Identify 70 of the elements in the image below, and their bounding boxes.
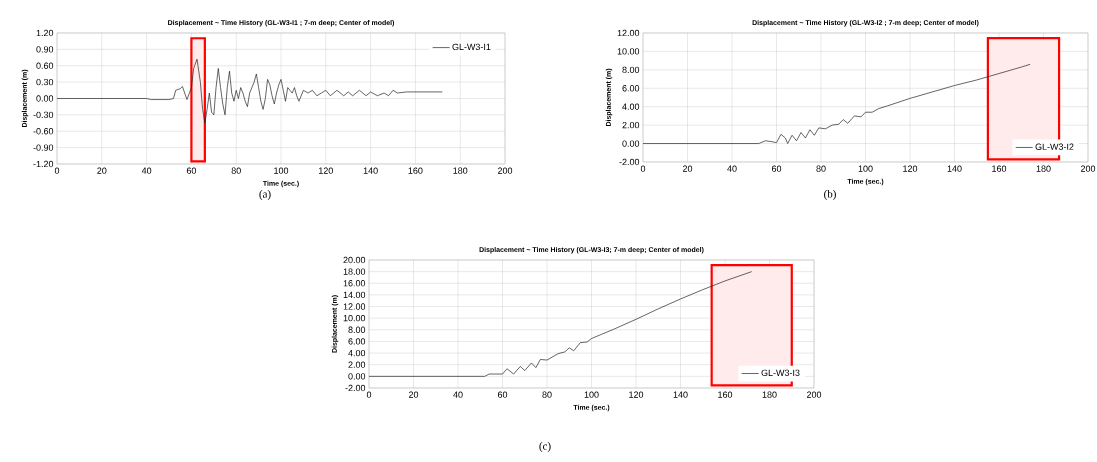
x-tick-label: 80 (542, 391, 552, 398)
y-tick-label: 6.00 (622, 85, 640, 92)
y-tick-label: 8.00 (622, 66, 640, 74)
legend-label: GL-W3-I2 (1035, 143, 1074, 150)
x-tick-label: 120 (629, 391, 644, 398)
y-tick-label: -0.30 (33, 111, 54, 119)
x-tick-label: 0 (54, 167, 60, 174)
y-tick-label: 6.00 (348, 338, 366, 345)
x-tick-label: 20 (682, 165, 693, 172)
x-tick-label: 140 (673, 391, 688, 398)
y-tick-label: 4.00 (348, 349, 366, 357)
line-series (56, 58, 443, 124)
y-tick-label: 1.20 (36, 29, 54, 37)
text: (b) (824, 190, 836, 200)
x-tick-label: 80 (816, 165, 826, 172)
x-tick-label: 20 (97, 167, 107, 174)
y-tick-label: 14.00 (343, 291, 366, 299)
y-tick-label: 8.00 (348, 326, 366, 333)
y-tick-label: 2.00 (622, 121, 640, 129)
y-tick-label: 4.00 (622, 103, 640, 110)
y-tick-label: 16.00 (343, 280, 366, 287)
x-tick-label: 100 (584, 391, 599, 398)
y-tick-label: 0.30 (36, 78, 54, 86)
y-tick-label: 20.00 (343, 256, 366, 264)
x-tick-label: 0 (640, 165, 646, 172)
y-tick-label: -2.00 (619, 158, 640, 166)
x-tick-label: 200 (497, 167, 513, 174)
x-tick-label: 180 (1036, 165, 1051, 172)
y-tick-label: 0.60 (36, 62, 54, 69)
text: (c) (539, 442, 551, 452)
x-tick-label: 60 (497, 391, 508, 398)
x-tick-label: 20 (408, 391, 419, 398)
y-tick-label: 12.00 (343, 303, 366, 310)
x-tick-label: 180 (762, 391, 777, 398)
y-tick-label: 0.00 (622, 140, 640, 147)
x-tick-label: 100 (858, 165, 873, 172)
x-tick-label: 180 (453, 167, 468, 174)
x-tick-label: 40 (453, 391, 463, 398)
x-tick-label: 160 (718, 391, 733, 398)
x-tick-label: 140 (363, 167, 378, 174)
x-tick-label: 60 (186, 167, 197, 174)
x-tick-label: 40 (141, 167, 152, 174)
x-tick-label: 100 (274, 167, 289, 174)
y-tick-label: 10.00 (617, 48, 640, 55)
legend-label: GL-W3-I1 (452, 43, 491, 51)
y-tick-label: 12.00 (617, 29, 640, 37)
y-tick-label: -0.60 (33, 128, 54, 135)
x-tick-label: 160 (408, 167, 423, 174)
y-tick-label: -0.90 (33, 144, 54, 151)
x-tick-label: 0 (366, 391, 372, 398)
legend-label: GL-W3-I3 (761, 369, 800, 376)
y-tick-label: 0.00 (348, 373, 366, 380)
y-tick-label: 0.90 (36, 46, 54, 53)
y-tick-label: -2.00 (345, 384, 366, 392)
y-tick-label: 0.00 (36, 95, 54, 102)
y-tick-label: 2.00 (348, 361, 366, 368)
x-tick-label: 200 (806, 391, 822, 398)
x-tick-label: 40 (727, 165, 737, 172)
x-tick-label: 200 (1080, 165, 1096, 172)
y-tick-label: 10.00 (343, 314, 366, 322)
y-tick-label: -1.20 (33, 160, 54, 168)
x-tick-label: 140 (947, 165, 962, 172)
line-series (368, 271, 753, 377)
y-tick-label: 18.00 (343, 268, 366, 275)
x-tick-label: 160 (992, 165, 1007, 172)
x-tick-label: 60 (771, 165, 782, 172)
x-tick-label: 80 (231, 167, 241, 174)
x-tick-label: 120 (319, 167, 333, 174)
x-tick-label: 120 (903, 165, 918, 172)
text: (a) (259, 190, 271, 200)
